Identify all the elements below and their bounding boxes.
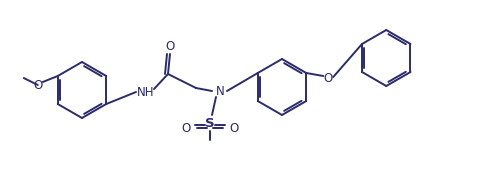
Text: O: O	[33, 78, 42, 92]
Text: N: N	[215, 85, 224, 97]
Text: O: O	[323, 71, 332, 85]
Text: O: O	[229, 122, 238, 135]
Text: O: O	[165, 40, 174, 53]
Text: O: O	[181, 122, 190, 135]
Text: NH: NH	[137, 85, 154, 98]
Text: S: S	[205, 117, 214, 130]
